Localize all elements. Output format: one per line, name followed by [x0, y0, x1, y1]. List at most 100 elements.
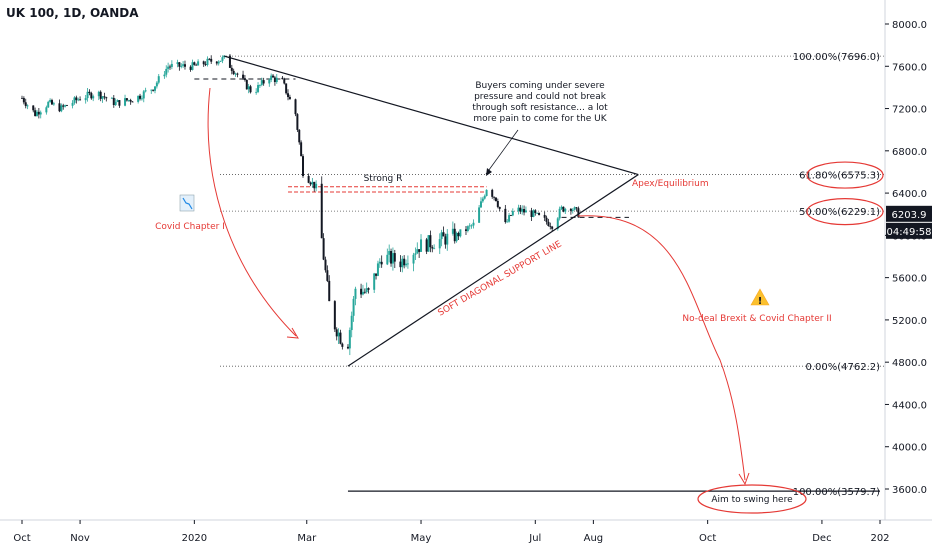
- candle-body: [517, 207, 520, 211]
- nodeal-label: No-deal Brexit & Covid Chapter II: [682, 314, 831, 324]
- candle-body: [71, 102, 74, 106]
- candle-body: [79, 99, 82, 101]
- candle-body: [390, 251, 393, 264]
- candle-body: [455, 232, 458, 242]
- candle-body: [530, 210, 533, 217]
- candle-body: [504, 208, 507, 223]
- candle-body: [275, 77, 278, 83]
- candle-body: [521, 209, 524, 212]
- candle-body: [556, 218, 559, 229]
- candle-body: [257, 85, 260, 92]
- fib-label: 0.00%(4762.2): [805, 362, 880, 373]
- x-tick-label: Aug: [584, 533, 604, 544]
- candle-body: [551, 226, 554, 229]
- candle-body: [346, 346, 349, 349]
- covid-arrow-head: [286, 327, 299, 339]
- chart-down-icon-line: [182, 197, 193, 210]
- fib-circle: [806, 161, 884, 189]
- trendline-upper: [224, 55, 639, 176]
- x-tick-label: Oct: [699, 533, 716, 544]
- candle-body: [206, 58, 209, 65]
- candle-body: [446, 233, 449, 245]
- candle-body: [508, 215, 511, 222]
- candle-body: [183, 64, 186, 67]
- candle-body: [519, 207, 522, 212]
- candle-body: [75, 97, 78, 101]
- candle-body: [155, 82, 158, 87]
- candle-body: [65, 105, 68, 106]
- candle-body: [129, 99, 132, 102]
- candle-body: [157, 76, 160, 83]
- candle-body: [491, 189, 494, 197]
- price-badge: [886, 205, 932, 222]
- candle-body: [571, 209, 574, 211]
- candle-body: [90, 93, 93, 99]
- candle-body: [360, 288, 363, 295]
- candle-body: [283, 79, 286, 84]
- candle-body: [144, 90, 147, 92]
- candle-body: [180, 65, 183, 67]
- candle-body: [182, 64, 185, 66]
- candle-body: [131, 101, 134, 103]
- candle-body: [393, 253, 396, 262]
- candle-body: [176, 62, 179, 64]
- candle-body: [24, 102, 27, 106]
- candle-body: [376, 263, 379, 276]
- candle-body: [52, 103, 55, 105]
- candle-body: [468, 225, 471, 227]
- aim-label: Aim to swing here: [711, 495, 793, 505]
- buyers-note-line: through soft resistance... a lot: [472, 103, 608, 113]
- candle-body: [73, 97, 76, 103]
- candle-body: [99, 91, 102, 99]
- candle-body: [425, 239, 428, 252]
- candle-body: [457, 232, 460, 237]
- candle-body: [243, 78, 246, 81]
- candle-body: [341, 343, 344, 347]
- candle-body: [478, 207, 481, 223]
- candle-body: [348, 330, 351, 349]
- candle-body: [414, 253, 417, 255]
- candle-body: [298, 129, 301, 143]
- fib-label: 100.00%(7696.0): [793, 52, 880, 63]
- candle-body: [399, 261, 402, 268]
- buyers-note-line: more pain to come for the UK: [473, 114, 607, 124]
- candle-body: [412, 254, 415, 264]
- y-tick-label: 7600.0: [892, 62, 927, 73]
- candle-body: [62, 105, 65, 107]
- candle-body: [543, 214, 546, 218]
- target-arrow: [577, 215, 746, 481]
- candle-body: [558, 208, 561, 219]
- candle-body: [245, 80, 248, 90]
- candle-body: [167, 66, 170, 69]
- candle-body: [215, 61, 218, 64]
- candle-body: [483, 195, 486, 199]
- candle-body: [302, 156, 305, 177]
- y-tick-label: 8000.0: [892, 20, 927, 31]
- aim-circle: [697, 484, 807, 514]
- candle-body: [420, 239, 423, 252]
- candle-body: [453, 228, 456, 242]
- candle-body: [58, 103, 61, 112]
- candle-body: [534, 210, 537, 213]
- candle-body: [493, 196, 496, 198]
- candle-body: [37, 111, 40, 115]
- candle-body: [60, 105, 63, 112]
- candle-body: [479, 201, 482, 208]
- candle-body: [168, 66, 171, 68]
- apex-label: Apex/Equilibrium: [632, 179, 709, 189]
- x-tick-label: Dec: [812, 533, 831, 544]
- candle-body: [523, 209, 526, 213]
- candle-body: [191, 62, 194, 70]
- candle-body: [140, 98, 143, 100]
- candle-body: [438, 239, 441, 249]
- candle-body: [103, 96, 106, 98]
- x-tick-label: May: [411, 533, 432, 544]
- candle-body: [352, 298, 355, 316]
- warning-icon: [750, 288, 770, 306]
- candle-body: [45, 107, 48, 113]
- candle-body: [193, 62, 196, 65]
- candle-body: [288, 96, 291, 100]
- candle-body: [506, 221, 509, 223]
- candle-body: [365, 288, 368, 293]
